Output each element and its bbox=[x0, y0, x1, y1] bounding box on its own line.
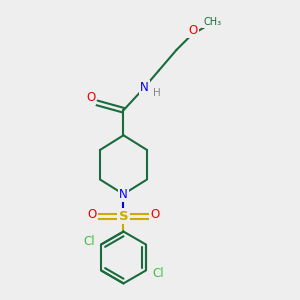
Text: O: O bbox=[86, 91, 95, 104]
Text: O: O bbox=[189, 24, 198, 37]
Text: N: N bbox=[119, 188, 128, 201]
Text: S: S bbox=[119, 210, 128, 223]
Text: O: O bbox=[87, 208, 97, 221]
Text: O: O bbox=[150, 208, 160, 221]
Text: N: N bbox=[140, 81, 149, 94]
Text: H: H bbox=[154, 88, 161, 98]
Text: Cl: Cl bbox=[152, 267, 164, 280]
Text: Cl: Cl bbox=[83, 235, 94, 248]
Text: CH₃: CH₃ bbox=[203, 17, 221, 27]
